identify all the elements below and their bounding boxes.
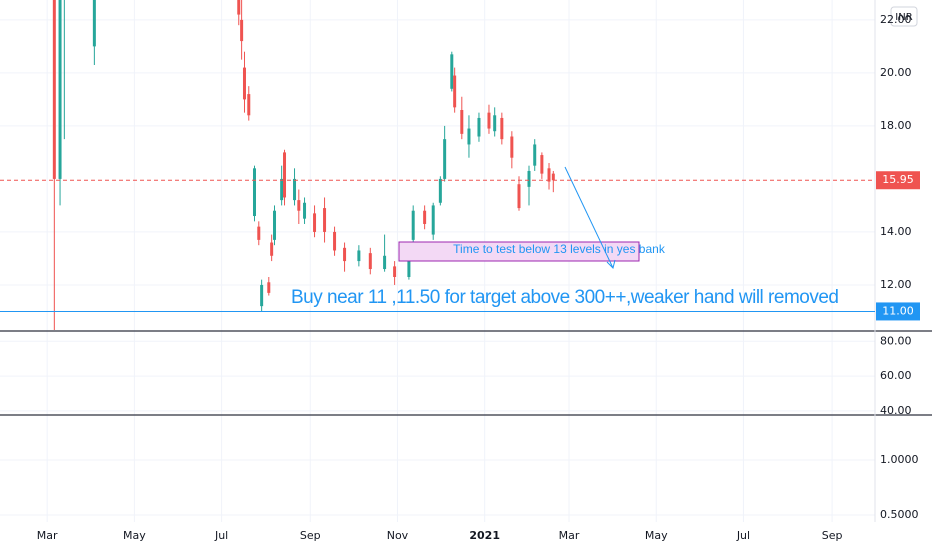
y-tick-label: 14.00 [880,225,912,238]
candle-body [551,173,555,181]
candle-body [477,117,481,137]
candle-body [242,67,246,100]
x-tick-label: Mar [37,529,58,542]
candle-body [368,253,372,270]
candle-body [58,0,62,179]
candle-body [493,115,497,132]
y-tick-label: 18.00 [880,119,912,132]
y-tick-label: 60.00 [880,369,912,382]
candle-body [343,247,347,262]
grid [0,0,875,522]
price-label: 15.95 [882,173,914,186]
candle-body [273,210,277,240]
candle-body [393,266,397,277]
candle-body [540,155,544,174]
candle-body [357,250,361,262]
candle-body [293,178,297,201]
candle-body [467,128,471,145]
candle-body [460,110,464,134]
candle-body [270,242,274,256]
candle-body [443,139,447,179]
x-tick-label: Sep [300,529,321,542]
price-label: 11.00 [882,304,914,317]
candle-body [487,112,491,129]
y-tick-label: 40.00 [880,404,912,417]
candle-body [517,184,521,209]
candle-body [257,226,261,240]
currency: INR [895,12,912,23]
x-tick-label: Jul [736,529,750,542]
candle-body [280,178,284,201]
candle-body [527,170,531,187]
x-tick-label: May [123,529,146,542]
arrow-head [606,259,616,269]
y-tick-label: 1.0000 [880,453,919,466]
x-tick-label: Mar [559,529,580,542]
price-label-box [876,171,920,190]
y-tick-label: 0.5000 [880,508,919,521]
candle-body [237,0,241,15]
headline-annotation: Buy near 11 ,11.50 for target above 300+… [291,287,839,308]
candle-body [533,144,537,166]
y-tick-label: 12.00 [880,278,912,291]
candle-body [510,136,514,158]
candle-body [260,284,264,307]
candle-body [313,213,317,232]
currency-box [890,6,918,27]
candle-body [547,168,551,182]
candle-body [240,19,244,42]
annotation-box [398,241,640,262]
y-tick-label: 80.00 [880,334,912,347]
candle-body [283,152,287,198]
x-tick-label: Nov [387,529,409,542]
candle-body [252,168,256,217]
candle-body [450,54,454,89]
arrow [564,166,614,269]
candle-body [431,205,435,235]
candle-body [323,208,327,232]
x-tick-label: 2021 [469,529,500,542]
candle-body [407,253,411,277]
candle-body [297,200,301,211]
candle-body [438,178,442,203]
candle-body [92,0,96,47]
candle-body [383,255,387,270]
x-tick-label: May [645,529,668,542]
candle-body [52,0,56,179]
y-tick-label: 20.00 [880,66,912,79]
candle-body [267,282,271,293]
candle-body [247,94,251,116]
candle-body [333,231,337,251]
candle-body [453,75,457,108]
candle-body [411,210,415,240]
x-tick-label: Sep [822,529,843,542]
candle-body [500,117,504,140]
x-tick-label: Jul [214,529,228,542]
candle-body [303,202,307,219]
candle-body [423,210,427,224]
y-tick-label: 22.00 [880,13,912,26]
annotation-text: Time to test below 13 levels in yes bank [453,242,666,256]
price-label-box [876,302,920,321]
candles [52,0,555,330]
